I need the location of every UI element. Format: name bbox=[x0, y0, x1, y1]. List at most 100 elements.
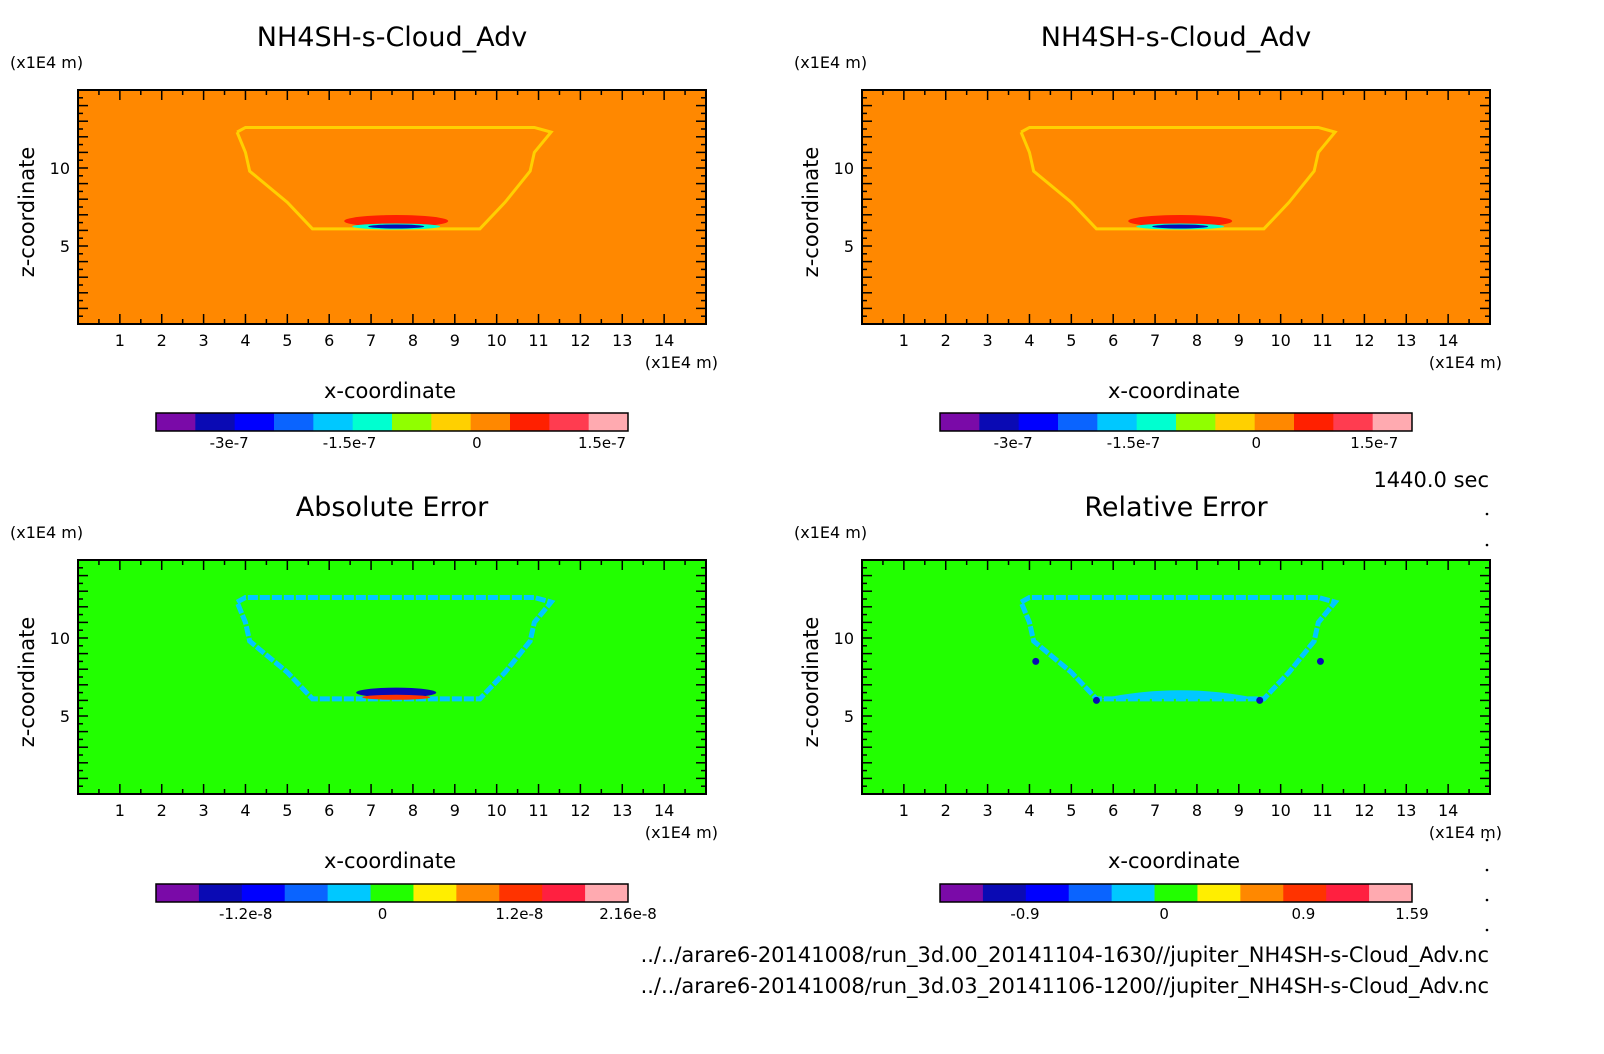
negative-core bbox=[368, 224, 425, 229]
x-tick-label: 12 bbox=[1354, 331, 1374, 350]
x-axis-label: x-coordinate bbox=[324, 849, 456, 873]
x-tick-label: 7 bbox=[366, 801, 376, 820]
colorbar-swatch bbox=[1176, 413, 1216, 431]
cloud-outline bbox=[1019, 125, 1338, 231]
x-tick-label: 4 bbox=[1024, 331, 1034, 350]
x-tick-label: 6 bbox=[324, 801, 334, 820]
negative-core bbox=[356, 687, 437, 698]
file-path-2: ../../arare6-20141008/run_3d.03_20141106… bbox=[641, 974, 1489, 999]
x-tick-label: 10 bbox=[1270, 331, 1290, 350]
colorbar-tick-label: 0 bbox=[1251, 434, 1261, 452]
x-tick-label: 8 bbox=[408, 801, 418, 820]
cloud-outline bbox=[235, 125, 554, 231]
colorbar-tick-label: 2.16e-8 bbox=[599, 905, 657, 923]
x-tick-label: 8 bbox=[408, 331, 418, 350]
y-tick-label: 10 bbox=[50, 629, 70, 648]
panel-2: NH4SH-s-Cloud_Adv(x1E4 m)1 2 3 4 5 6 7 8 9 10 11 12… bbox=[794, 22, 1502, 452]
x-tick-label: 13 bbox=[1396, 331, 1416, 350]
x-tick-label: 2 bbox=[941, 331, 951, 350]
x-tick-label: 12 bbox=[570, 331, 590, 350]
colorbar-frame bbox=[155, 883, 629, 903]
x-tick-label: 2 bbox=[157, 331, 167, 350]
x-tick-label: 5 bbox=[1066, 801, 1076, 820]
y-tick-label: 5 bbox=[844, 707, 854, 726]
colorbar-tick-label: -1.2e-8 bbox=[219, 905, 272, 923]
x-tick-label: 3 bbox=[199, 331, 209, 350]
x-tick-label: 7 bbox=[366, 331, 376, 350]
panel-title: Absolute Error bbox=[296, 492, 489, 523]
x-tick-label: 5 bbox=[282, 331, 292, 350]
colorbar-swatch bbox=[156, 884, 200, 902]
colorbar-swatch bbox=[940, 884, 984, 902]
x-tick-label: 13 bbox=[612, 801, 632, 820]
colorbar-tick-label: -3e-7 bbox=[994, 434, 1033, 452]
y-tick-label: 5 bbox=[60, 707, 70, 726]
colorbar-swatch bbox=[1294, 413, 1334, 431]
colorbar: -3e-7 -1.5e-7 0 1.5e-7 bbox=[155, 412, 629, 452]
colorbar-swatch bbox=[156, 413, 196, 431]
x-unit-label: (x1E4 m) bbox=[1429, 353, 1502, 372]
x-tick-label: 4 bbox=[240, 801, 250, 820]
colorbar-swatch bbox=[327, 884, 372, 902]
x-tick-label: 11 bbox=[528, 331, 548, 350]
margin-dot bbox=[1485, 838, 1489, 842]
panel-title: Relative Error bbox=[1084, 492, 1268, 523]
x-tick-label: 8 bbox=[1192, 801, 1202, 820]
colorbar-swatch bbox=[1240, 884, 1284, 902]
colorbar-swatch bbox=[370, 884, 414, 902]
x-axis-label: x-coordinate bbox=[1108, 849, 1240, 873]
error-spot bbox=[1092, 696, 1100, 704]
margin-dot bbox=[1485, 868, 1489, 872]
colorbar-swatch bbox=[510, 413, 550, 431]
plot-area bbox=[78, 90, 706, 324]
x-tick-label: 11 bbox=[1312, 331, 1332, 350]
colorbar-swatch bbox=[588, 413, 629, 431]
margin-dot bbox=[1485, 512, 1489, 516]
colorbar: -3e-7 -1.5e-7 0 1.5e-7 bbox=[939, 412, 1413, 452]
x-tick-label: 10 bbox=[486, 331, 506, 350]
margin-dot bbox=[1485, 898, 1489, 902]
y-unit-label: (x1E4 m) bbox=[794, 53, 867, 72]
field-contours bbox=[1018, 594, 1340, 704]
colorbar-tick-label: 0 bbox=[472, 434, 482, 452]
x-tick-label: 12 bbox=[570, 801, 590, 820]
x-tick-label: 3 bbox=[983, 331, 993, 350]
tick-marks bbox=[78, 90, 706, 324]
x-tick-label: 11 bbox=[528, 801, 548, 820]
colorbar-swatch bbox=[352, 413, 393, 431]
colorbar-swatch bbox=[979, 413, 1020, 431]
colorbar-swatch bbox=[198, 884, 243, 902]
cloud-outline bbox=[1018, 594, 1340, 702]
colorbar-swatch bbox=[1111, 884, 1156, 902]
colorbar-swatch bbox=[499, 884, 543, 902]
x-tick-label: 2 bbox=[157, 801, 167, 820]
x-tick-label: 13 bbox=[612, 331, 632, 350]
error-band bbox=[1100, 690, 1260, 699]
colorbar-swatch bbox=[542, 884, 586, 902]
error-spot bbox=[1256, 696, 1264, 704]
time-label: 1440.0 sec bbox=[1373, 468, 1489, 492]
cloud-outline bbox=[234, 594, 556, 702]
colorbar-swatch bbox=[1283, 884, 1327, 902]
x-tick-label: 6 bbox=[1108, 331, 1118, 350]
colorbar-tick-label: -3e-7 bbox=[210, 434, 249, 452]
colorbar-swatch bbox=[274, 413, 314, 431]
x-tick-label: 8 bbox=[1192, 331, 1202, 350]
x-axis-label: x-coordinate bbox=[1108, 379, 1240, 403]
colorbar-tick-label: 1.2e-8 bbox=[495, 905, 543, 923]
colorbar-swatch bbox=[1197, 884, 1241, 902]
field-contours bbox=[234, 594, 556, 702]
colorbar-swatch bbox=[1326, 884, 1370, 902]
colorbar-tick-label: 0.9 bbox=[1292, 905, 1316, 923]
colorbar-swatch bbox=[431, 413, 472, 431]
x-tick-label: 1 bbox=[115, 801, 125, 820]
panel-1: NH4SH-s-Cloud_Adv(x1E4 m)1 2 3 4 5 6 7 8 9 10 11 12… bbox=[10, 22, 718, 452]
y-axis-label: z-coordinate bbox=[15, 147, 39, 278]
x-tick-label: 9 bbox=[1234, 331, 1244, 350]
colorbar: -1.2e-8 0 1.2e-8 2.16e-8 bbox=[155, 883, 657, 923]
y-tick-label: 10 bbox=[834, 159, 854, 178]
y-axis-label: z-coordinate bbox=[799, 617, 823, 748]
colorbar-tick-label: 0 bbox=[1159, 905, 1169, 923]
x-tick-label: 2 bbox=[941, 801, 951, 820]
